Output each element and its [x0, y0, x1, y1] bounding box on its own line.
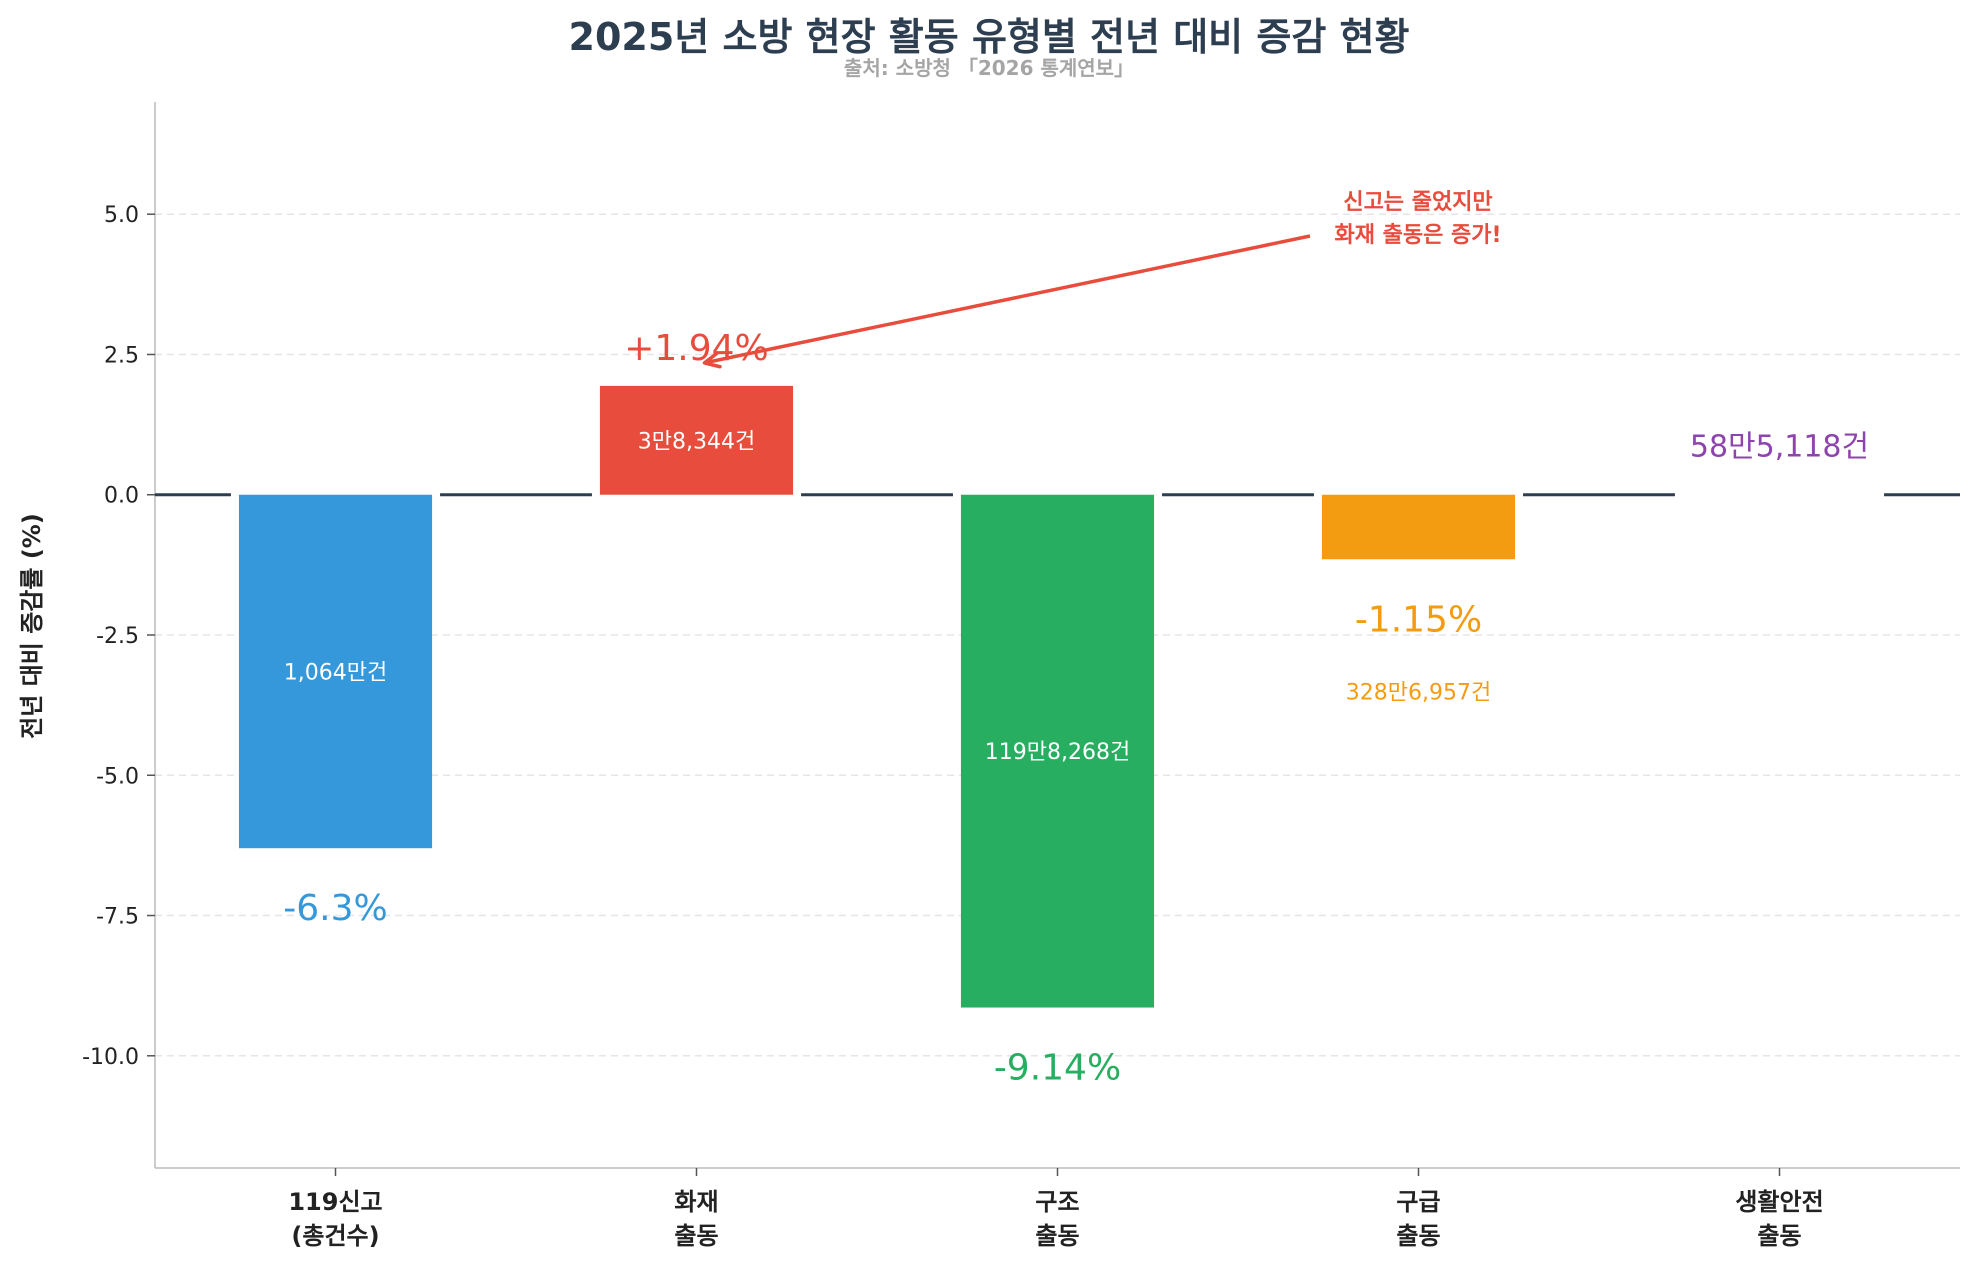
count-label: 3만8,344건 — [638, 429, 755, 454]
value-label: -6.3% — [283, 888, 387, 929]
chart-subtitle: 출처: 소방청 「2026 통계연보」 — [844, 56, 1134, 80]
x-tick-label: 출동 — [674, 1222, 718, 1250]
bar — [238, 494, 433, 849]
y-tick-label: 2.5 — [104, 343, 139, 368]
x-tick-label: (총건수) — [291, 1222, 379, 1250]
y-tick-label: 0.0 — [104, 484, 139, 509]
annotation-arrow — [704, 234, 1311, 365]
x-tick-label: 구급 — [1396, 1188, 1440, 1216]
y-tick-label: -5.0 — [96, 764, 139, 789]
y-tick-label: -7.5 — [96, 905, 139, 930]
x-tick-label: 출동 — [1757, 1222, 1801, 1250]
data-labels: -6.3% 1,064만건 +1.94% 3만8,344건 -9.14% 119만8,26… — [283, 328, 1869, 1089]
value-label: -9.14% — [994, 1048, 1121, 1089]
chart-title: 2025년 소방 현장 활동 유형별 전년 대비 증감 현황 — [569, 15, 1410, 59]
y-tick-label: 5.0 — [104, 203, 139, 228]
x-tick-label: 구조 — [1035, 1188, 1079, 1216]
value-label: -1.15% — [1355, 599, 1482, 640]
value-label: +1.94% — [624, 328, 769, 369]
annotation-line-1: 신고는 줄었지만 — [1343, 190, 1492, 215]
bar — [960, 494, 1155, 1008]
count-label: 58만5,118건 — [1690, 430, 1869, 465]
y-axis-label: 전년 대비 증감률 (%) — [18, 513, 46, 739]
x-tick-label: 화재 — [674, 1188, 718, 1216]
x-tick-label: 출동 — [1035, 1222, 1079, 1250]
count-label: 1,064만건 — [284, 660, 387, 685]
count-label: 328만6,957건 — [1346, 680, 1491, 705]
x-tick-label: 119신고 — [288, 1188, 382, 1216]
annotation: 신고는 줄었지만 화재 출동은 증가! — [702, 190, 1502, 369]
annotation-line-2: 화재 출동은 증가! — [1334, 223, 1501, 248]
x-tick-label: 생활안전 — [1735, 1188, 1823, 1216]
y-tick-label: -10.0 — [82, 1045, 139, 1070]
x-tick-label: 출동 — [1396, 1222, 1440, 1250]
bar — [1682, 494, 1877, 497]
bar — [599, 385, 794, 495]
count-label: 119만8,268건 — [985, 740, 1130, 765]
annotation-arrowhead — [702, 351, 722, 369]
bars — [238, 385, 1877, 1008]
y-tick-label: -2.5 — [96, 624, 139, 649]
y-axis-ticks: 5.0 2.5 0.0 -2.5 -5.0 -7.5 -10.0 — [82, 203, 155, 1070]
bar — [1321, 494, 1516, 560]
